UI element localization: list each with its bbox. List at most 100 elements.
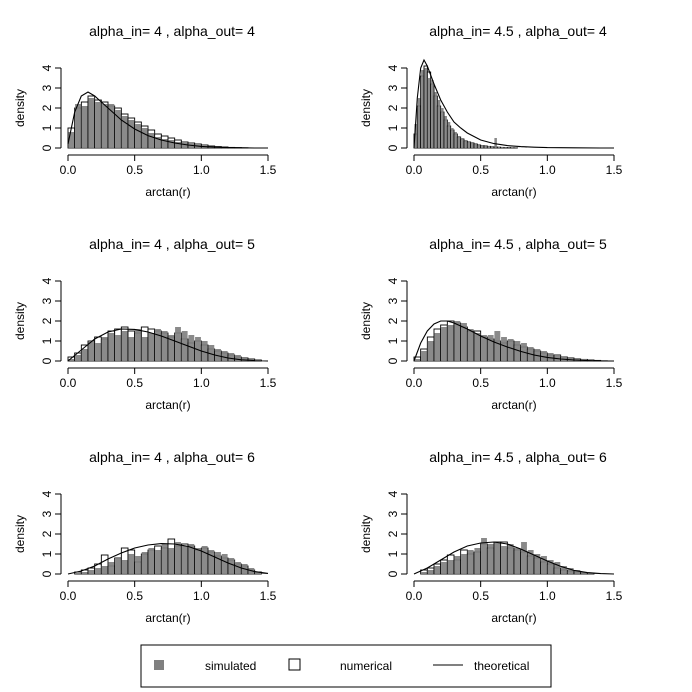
simulated-bar <box>507 544 514 574</box>
y-axis-label: density <box>359 515 373 553</box>
y-tick-label: 3 <box>386 84 400 91</box>
simulated-bar <box>221 554 228 574</box>
histogram-panel-4: alpha_in= 4.5 , alpha_out= 5 density arcta… <box>359 236 623 412</box>
y-tick-label: 2 <box>386 317 400 324</box>
simulated-bar <box>587 573 594 574</box>
x-tick-label: 1.0 <box>539 163 556 177</box>
simulated-bar <box>494 138 497 148</box>
simulated-bar <box>481 145 484 148</box>
simulated-bar <box>141 552 148 574</box>
simulated-bar <box>175 542 181 574</box>
y-tick-label: 2 <box>40 530 54 537</box>
simulated-bar <box>467 550 474 574</box>
simulated-bar <box>491 146 494 148</box>
x-tick-label: 0.0 <box>406 376 423 390</box>
simulated-bar <box>494 331 501 361</box>
simulated-bar <box>541 351 547 361</box>
simulated-bar <box>155 329 161 361</box>
y-tick-label: 3 <box>40 84 54 91</box>
y-axis-label: density <box>359 302 373 340</box>
simulated-bar <box>121 116 128 148</box>
simulated-bar <box>181 143 188 148</box>
simulated-bar <box>447 122 451 148</box>
x-axis-label: arctan(r) <box>491 185 536 199</box>
x-tick-label: 1.0 <box>539 376 556 390</box>
simulated-bar <box>68 132 75 148</box>
simulated-bar <box>95 568 101 574</box>
simulated-bar <box>221 351 228 361</box>
simulated-bar <box>554 562 561 574</box>
simulated-bar <box>434 92 437 148</box>
simulated-bar <box>208 550 215 574</box>
y-tick-label: 3 <box>386 510 400 517</box>
simulated-bar <box>115 558 121 574</box>
y-tick-label: 0 <box>386 144 400 151</box>
x-tick-label: 0.0 <box>406 163 423 177</box>
simulated-bar <box>215 349 221 361</box>
x-axis-label: arctan(r) <box>145 398 190 412</box>
simulated-bar <box>457 136 461 148</box>
simulated-bar <box>467 142 471 148</box>
simulated-bar <box>155 550 161 574</box>
simulated-bar <box>148 133 155 148</box>
simulated-bar <box>461 138 464 148</box>
simulated-bar <box>121 560 128 574</box>
simulated-bar <box>521 542 527 574</box>
theoretical-curve <box>67 91 268 149</box>
simulated-bar <box>81 106 88 148</box>
y-tick-label: 4 <box>386 277 400 284</box>
y-tick-label: 1 <box>386 124 400 131</box>
x-tick-label: 1.5 <box>260 376 277 390</box>
y-tick-label: 0 <box>386 357 400 364</box>
simulated-bar <box>547 560 554 574</box>
legend-simulated-label: simulated <box>205 659 256 673</box>
simulated-bar <box>181 331 188 361</box>
simulated-bar <box>108 333 115 361</box>
y-tick-label: 1 <box>40 337 54 344</box>
simulated-bar <box>487 335 494 361</box>
simulated-bar <box>228 353 235 361</box>
x-tick-label: 0.5 <box>126 589 143 603</box>
simulated-bar <box>195 337 201 361</box>
simulated-bar <box>155 137 161 148</box>
simulated-bar <box>414 124 417 148</box>
panel-title: alpha_in= 4 , alpha_out= 5 <box>89 236 255 252</box>
simulated-bar <box>421 351 427 361</box>
simulated-bar <box>421 572 427 574</box>
panel-title: alpha_in= 4.5 , alpha_out= 6 <box>429 449 607 465</box>
simulated-bar <box>501 337 507 361</box>
simulated-bar <box>161 544 168 574</box>
legend-theoretical-label: theoretical <box>474 659 529 673</box>
simulated-bar <box>235 355 241 361</box>
simulated-bar <box>431 80 434 148</box>
simulated-bar <box>464 140 467 148</box>
simulated-bar <box>507 339 514 361</box>
x-tick-label: 1.0 <box>193 163 210 177</box>
simulated-bar <box>554 355 561 361</box>
histogram-panel-3: alpha_in= 4 , alpha_out= 5 density arctan(… <box>13 236 277 412</box>
simulated-bar <box>441 327 447 361</box>
simulated-bar <box>481 335 487 361</box>
simulated-bar <box>451 128 454 148</box>
simulated-bar <box>434 566 441 574</box>
simulated-bar <box>574 358 581 361</box>
y-tick-label: 3 <box>40 510 54 517</box>
simulated-bar <box>128 120 135 148</box>
simulated-bar <box>507 147 511 148</box>
simulated-bar <box>101 566 108 574</box>
simulated-bar <box>474 144 477 148</box>
histogram-panel-6: alpha_in= 4.5 , alpha_out= 6 density arcta… <box>359 449 623 625</box>
theoretical-curve <box>67 543 269 575</box>
simulated-bar <box>108 104 115 148</box>
y-axis-label: density <box>13 89 27 127</box>
simulated-bar <box>95 102 101 148</box>
x-tick-label: 0.5 <box>126 376 143 390</box>
simulated-bar <box>188 544 195 574</box>
simulated-bar <box>471 142 474 148</box>
simulated-bar <box>501 546 507 574</box>
y-tick-label: 1 <box>40 124 54 131</box>
legend: simulated numerical theoretical <box>140 644 552 688</box>
x-axis-label: arctan(r) <box>491 611 536 625</box>
simulated-bar <box>477 145 481 148</box>
simulated-bar <box>141 337 148 361</box>
